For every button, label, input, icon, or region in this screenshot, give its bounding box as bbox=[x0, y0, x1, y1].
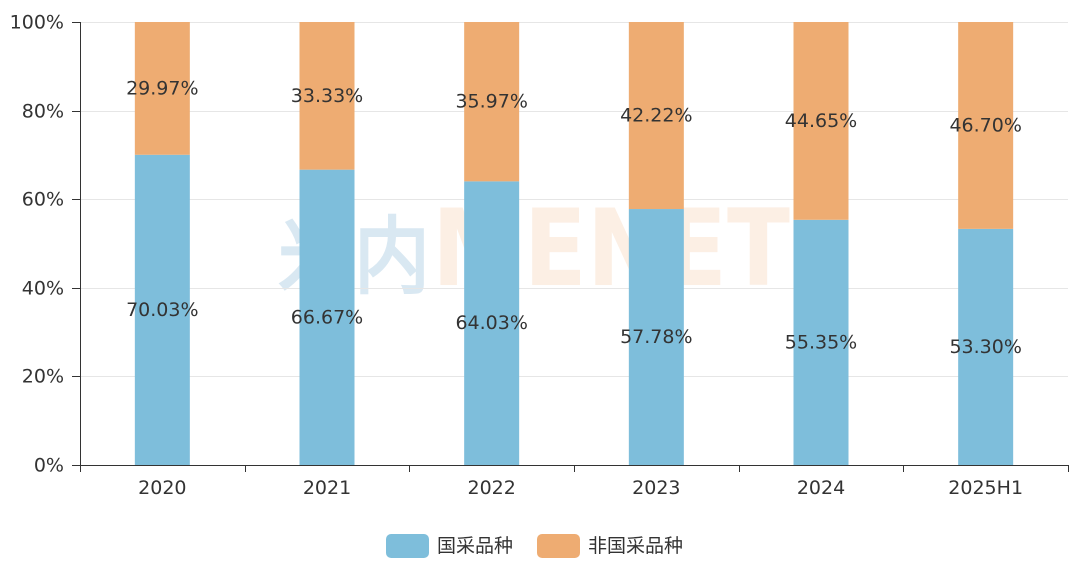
y-tick-label-0: 0% bbox=[34, 455, 64, 477]
y-tick-label-80: 80% bbox=[22, 101, 64, 123]
bar-national-procurement-2020 bbox=[134, 154, 190, 466]
legend-label-non-national-procurement: 非国采品种 bbox=[588, 535, 684, 557]
data-labels: 70.03% 29.97% 66.67% 33.33% 64.03% 35.97% 57.7… bbox=[126, 77, 1022, 358]
data-label-national-procurement-2024: 55.35% bbox=[785, 331, 857, 353]
data-label-non-national-procurement-2020: 29.97% bbox=[126, 77, 198, 99]
menet-watermark: 米内 MENET bbox=[278, 187, 790, 310]
legend-label-national-procurement: 国采品种 bbox=[437, 535, 514, 557]
bar-non-national-procurement-2020 bbox=[134, 22, 190, 155]
data-label-non-national-procurement-2025h1: 46.70% bbox=[949, 114, 1021, 136]
data-label-national-procurement-2023: 57.78% bbox=[620, 326, 692, 348]
x-tick-label-2025h1: 2025H1 bbox=[948, 477, 1023, 499]
legend: 国采品种 非国采品种 bbox=[0, 533, 1080, 559]
bar-non-national-procurement-2024 bbox=[793, 22, 849, 220]
data-label-non-national-procurement-2021: 33.33% bbox=[291, 85, 363, 107]
data-label-national-procurement-2022: 64.03% bbox=[455, 312, 527, 334]
bar-non-national-procurement-2025h1 bbox=[958, 22, 1014, 229]
gridlines bbox=[80, 22, 1068, 377]
data-label-national-procurement-2020: 70.03% bbox=[126, 299, 198, 321]
legend-swatch-non-national-procurement bbox=[537, 534, 580, 558]
bar-national-procurement-2024 bbox=[793, 219, 849, 465]
bar-non-national-procurement-2021 bbox=[299, 22, 355, 170]
legend-item-national-procurement: 国采品种 bbox=[386, 533, 513, 559]
x-tick-label-2021: 2021 bbox=[303, 477, 351, 499]
bar-non-national-procurement-2022 bbox=[464, 22, 520, 182]
axes: 0% 20% 40% 60% 80% 100% 2020 2021 2022 2023 2024 20… bbox=[10, 12, 1069, 499]
bar-national-procurement-2021 bbox=[299, 169, 355, 465]
x-tick-label-2022: 2022 bbox=[467, 477, 515, 499]
legend-swatch-national-procurement bbox=[386, 534, 429, 558]
data-label-non-national-procurement-2024: 44.65% bbox=[785, 110, 857, 132]
data-label-national-procurement-2021: 66.67% bbox=[291, 306, 363, 328]
bars bbox=[134, 22, 1014, 466]
legend-item-non-national-procurement: 非国采品种 bbox=[537, 533, 683, 559]
bar-national-procurement-2022 bbox=[464, 181, 520, 465]
bar-non-national-procurement-2023 bbox=[628, 22, 684, 210]
x-tick-label-2020: 2020 bbox=[138, 477, 186, 499]
bar-national-procurement-2023 bbox=[628, 209, 684, 465]
data-label-non-national-procurement-2023: 42.22% bbox=[620, 105, 692, 127]
y-tick-label-40: 40% bbox=[22, 278, 64, 300]
x-tick-label-2024: 2024 bbox=[797, 477, 845, 499]
y-tick-label-100: 100% bbox=[10, 12, 64, 34]
x-tick-label-2023: 2023 bbox=[632, 477, 680, 499]
y-tick-label-60: 60% bbox=[22, 189, 64, 211]
bar-national-procurement-2025h1 bbox=[958, 228, 1014, 465]
data-label-national-procurement-2025h1: 53.30% bbox=[949, 336, 1021, 358]
data-label-non-national-procurement-2022: 35.97% bbox=[455, 91, 527, 113]
y-tick-label-20: 20% bbox=[22, 366, 64, 388]
